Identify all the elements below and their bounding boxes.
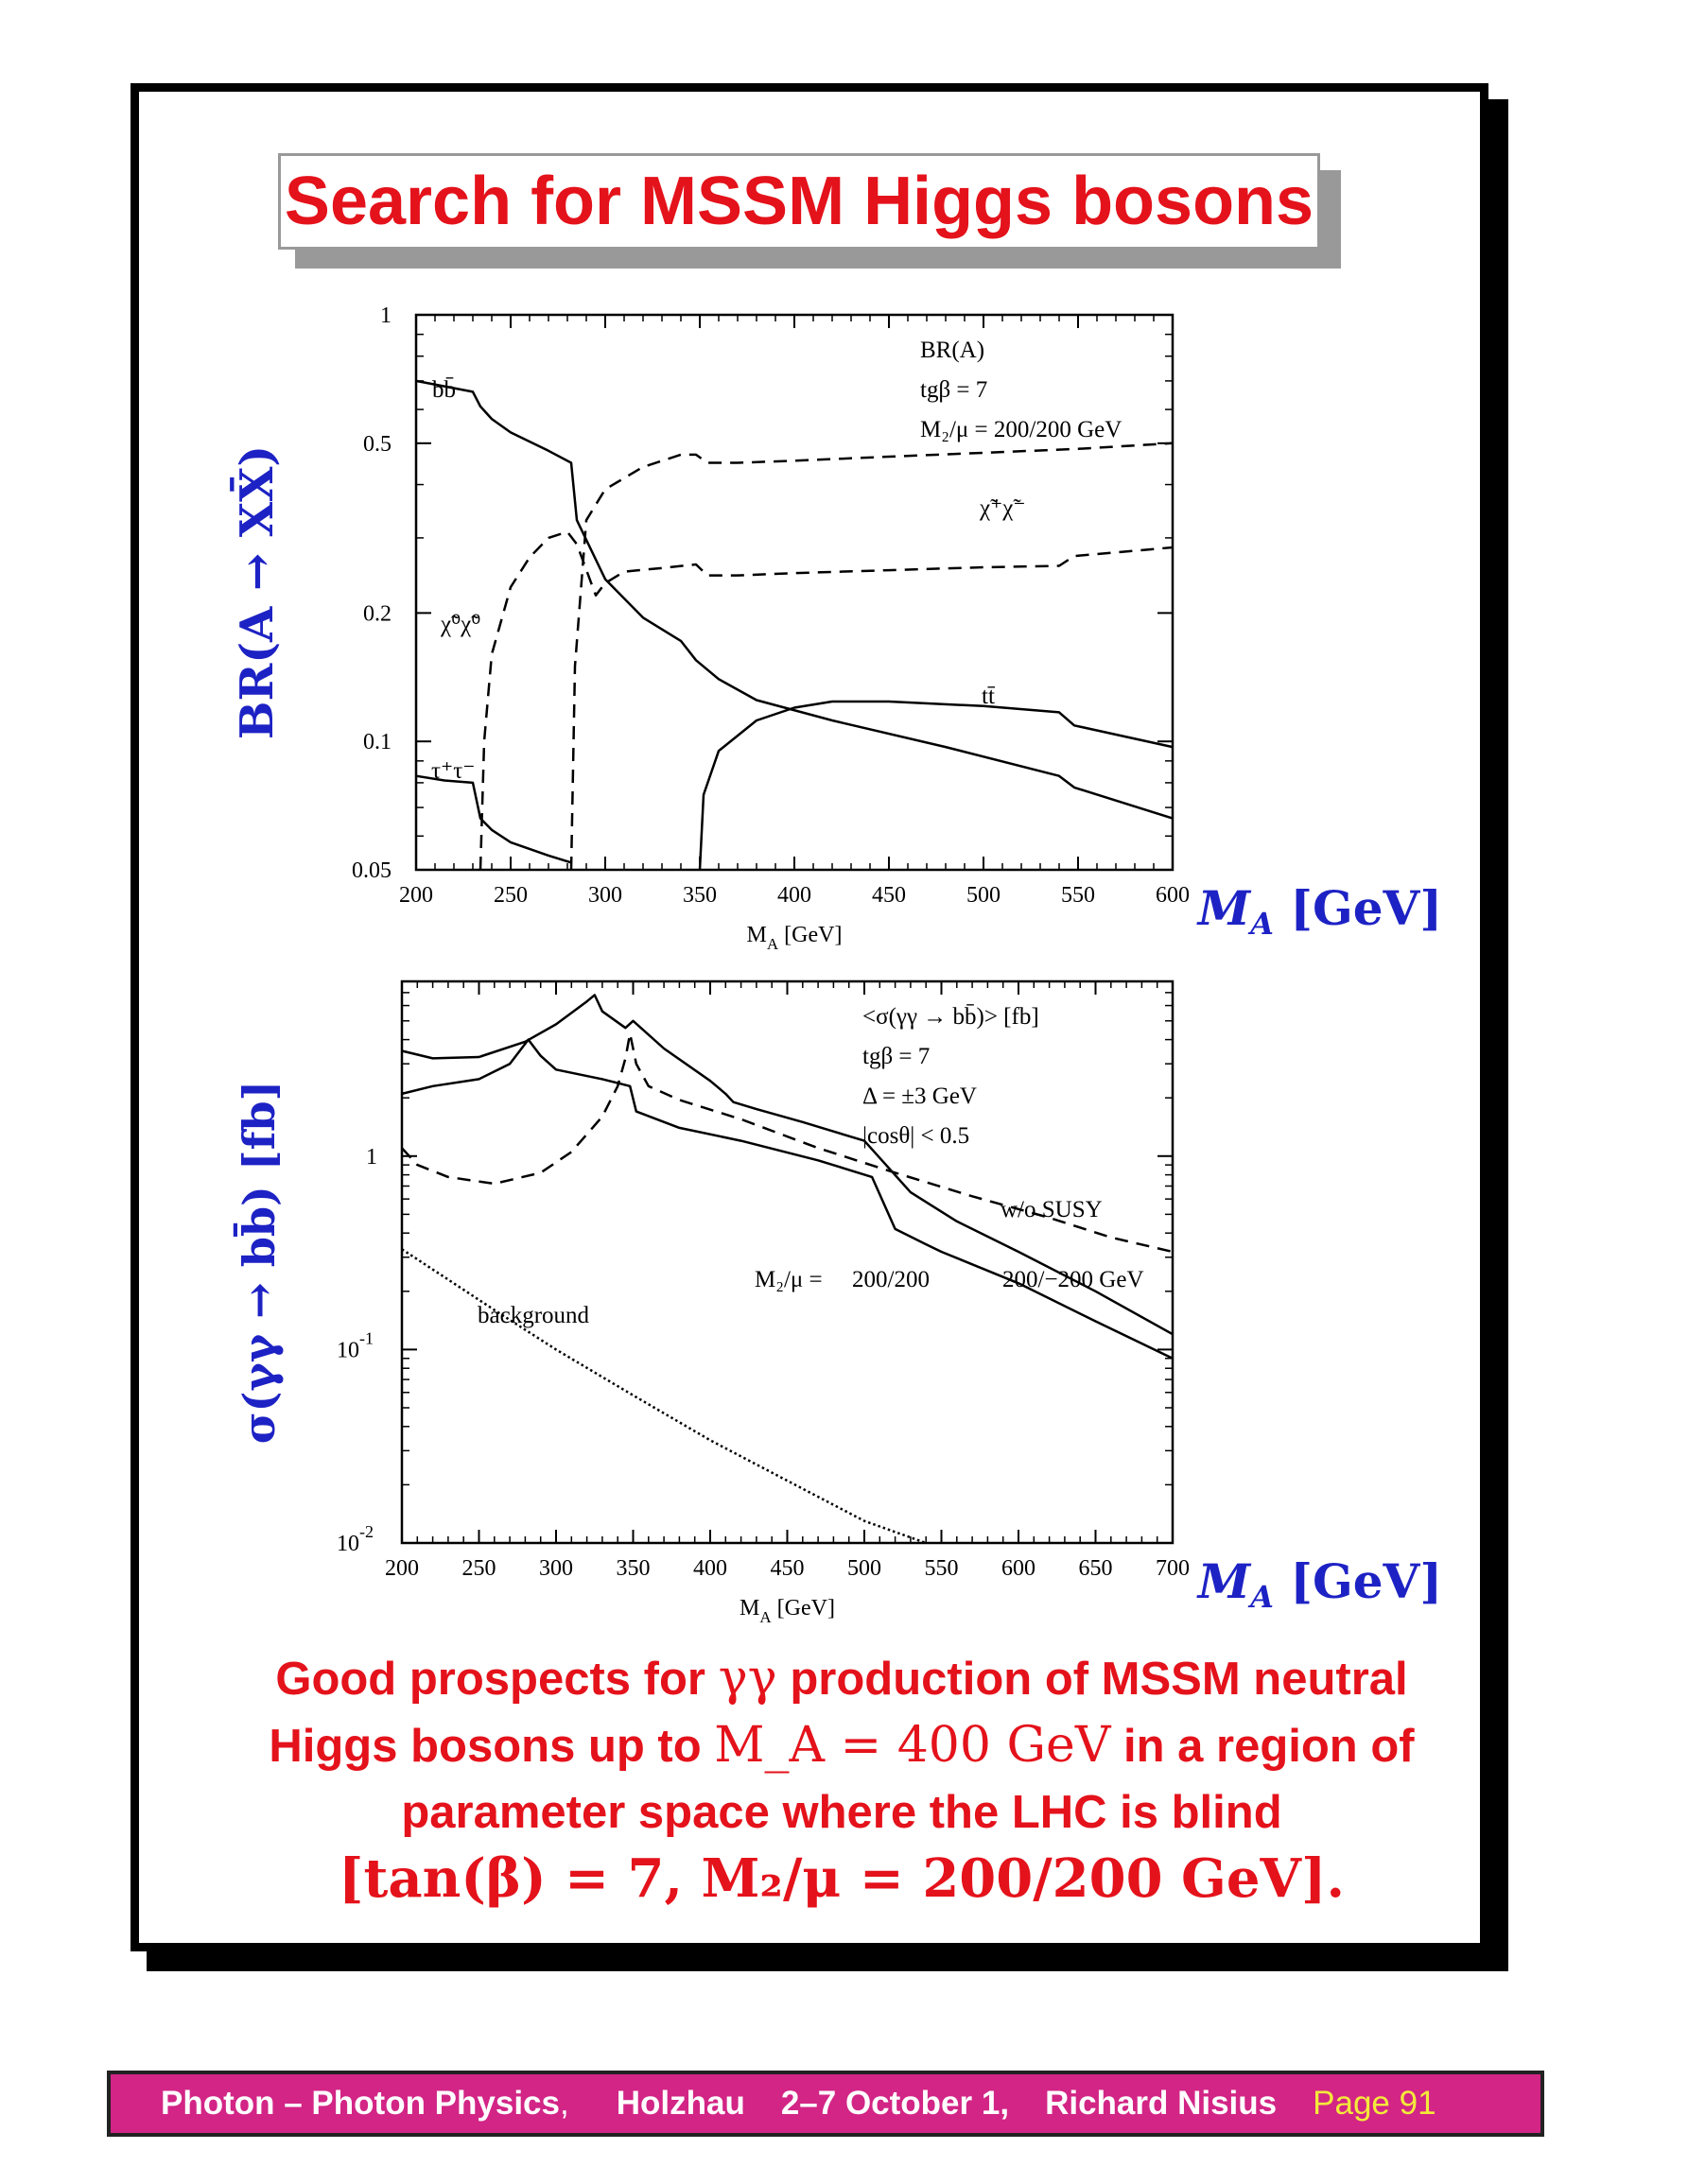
y-tick-label: 0.1 xyxy=(363,730,392,754)
x-tick-label: 250 xyxy=(462,1556,496,1581)
summary-line-1b: production of MSSM neutral xyxy=(776,1654,1408,1705)
slide-frame xyxy=(131,83,1488,1951)
legend-line-2-1: tgβ = 7 xyxy=(862,1044,930,1069)
x-tick-label: 350 xyxy=(683,883,717,908)
x-axis-label-large: MA [GeV] xyxy=(1196,880,1442,942)
x-axis-label: MA [GeV] xyxy=(747,923,843,953)
series-label-tautau: τ⁺τ⁻ xyxy=(431,758,475,784)
series-label-wo-susy: w/o SUSY xyxy=(1001,1197,1103,1222)
annotation-left: 200/200 xyxy=(852,1267,930,1292)
x-axis-label: MA [GeV] xyxy=(740,1596,835,1626)
annotation-right: 200/−200 GeV xyxy=(1002,1267,1144,1292)
x-tick-label: 300 xyxy=(539,1556,573,1581)
annotation-ratio: M₂/μ = xyxy=(755,1267,823,1292)
series-line-2-0 xyxy=(401,1031,1174,1254)
x-tick-label: 350 xyxy=(617,1556,651,1581)
cross-section-chart: 200 250 300 350 400 450 500 550 600 650 700 1 10-1 10… xyxy=(233,979,1442,1626)
x-tick-label: 500 xyxy=(847,1556,881,1581)
legend-line-1-2: M₂/μ = 200/200 GeV xyxy=(920,417,1122,442)
series-line-1-4 xyxy=(569,442,1174,871)
summary-line-2a: Higgs bosons up to xyxy=(269,1721,715,1772)
footer-location: Holzhau xyxy=(616,2085,745,2122)
legend-line-2-3: |cosθ| < 0.5 xyxy=(862,1123,969,1149)
x-tick-label: 400 xyxy=(777,883,811,908)
x-tick-label: 200 xyxy=(385,1556,419,1581)
y-tick-label: 0.5 xyxy=(363,432,392,457)
x-tick-label: 450 xyxy=(771,1556,805,1581)
x-tick-label: 550 xyxy=(925,1556,959,1581)
x-tick-label: 700 xyxy=(1156,1556,1190,1581)
summary-line-1a: Good prospects for xyxy=(275,1654,719,1705)
legend-line-2-0: <σ(γγ → bb̄)> [fb] xyxy=(862,1003,1039,1030)
y-axis-label: σ(γγ → bb̄) [fb] xyxy=(233,1081,285,1445)
series-label-tt: tt̄ xyxy=(982,684,995,709)
series-line-1-0 xyxy=(415,379,1174,820)
summary-math-gammagamma: γγ xyxy=(718,1650,777,1707)
footer-sep: , xyxy=(559,2085,569,2122)
footer-bar: Photon – Photon Physics, Holzhau 2–7 Oct… xyxy=(107,2071,1544,2137)
series-line-1-1 xyxy=(415,774,572,864)
series-line-2-1 xyxy=(401,994,1174,1336)
footer-author: Richard Nisius xyxy=(1045,2085,1278,2122)
branching-ratio-chart: 200 250 300 350 400 450 500 550 600 1 0.5 0.2 0.1 0.0… xyxy=(229,303,1442,953)
summary-line-2b: in a region of xyxy=(1110,1721,1415,1772)
y-tick-label: 0.2 xyxy=(363,601,392,626)
series-line-2-3 xyxy=(401,1248,927,1545)
x-tick-label: 550 xyxy=(1061,883,1095,908)
x-tick-label: 250 xyxy=(494,883,528,908)
y-tick-label: 1 xyxy=(380,303,392,328)
x-tick-label: 400 xyxy=(693,1556,727,1581)
x-tick-label: 200 xyxy=(399,883,433,908)
series-line-1-2 xyxy=(698,700,1174,871)
legend-line-2-2: Δ = ±3 GeV xyxy=(862,1083,977,1109)
y-tick-label: 10-2 xyxy=(337,1522,374,1556)
x-tick-label: 300 xyxy=(588,883,622,908)
footer-date: 2–7 October 1, xyxy=(780,2085,1010,2122)
series-label-background: background xyxy=(478,1303,590,1328)
legend-line-1-1: tgβ = 7 xyxy=(920,377,987,403)
x-tick-label: 600 xyxy=(1156,883,1190,908)
y-axis-label: BR(A → XX̄) xyxy=(229,445,284,739)
x-axis-label-large: MA [GeV] xyxy=(1196,1553,1442,1615)
series-line-1-3 xyxy=(479,530,1174,871)
series-line-2-2 xyxy=(401,1038,1174,1360)
x-tick-label: 650 xyxy=(1079,1556,1113,1581)
plot-frame-2 xyxy=(400,979,1175,1545)
footer-title: Photon – Photon Physics xyxy=(161,2085,560,2122)
footer-page: Page 91 xyxy=(1313,2085,1436,2122)
series-label-chargino: χ̃⁺χ̃⁻ xyxy=(979,495,1026,521)
x-tick-label: 450 xyxy=(872,883,906,908)
x-tick-label: 500 xyxy=(966,883,1001,908)
y-tick-label: 0.05 xyxy=(352,858,392,883)
series-label-bb: bb̄ xyxy=(432,376,456,403)
y-tick-label: 10-1 xyxy=(337,1328,374,1362)
y-tick-label: 1 xyxy=(366,1145,377,1170)
summary-math-ma: M_A = 400 GeV xyxy=(714,1717,1111,1774)
summary-line-3: parameter space where the LHC is blind xyxy=(401,1787,1282,1838)
summary-line-2: Higgs bosons up to M_A = 400 GeV in a re… xyxy=(189,1712,1494,1779)
summary-line-1: Good prospects for γγ production of MSSM… xyxy=(189,1645,1494,1712)
title-box: Search for MSSM Higgs bosons xyxy=(278,153,1320,250)
slide-title: Search for MSSM Higgs bosons xyxy=(284,164,1314,239)
summary-text: Good prospects for γγ production of MSSM… xyxy=(189,1645,1494,1912)
legend-line-1-0: BR(A) xyxy=(920,338,984,363)
series-label-neutralino: χ̃⁰χ̃⁰ xyxy=(440,612,480,637)
x-tick-label: 600 xyxy=(1001,1556,1035,1581)
summary-line-4: [tan(β) = 7, M₂/μ = 200/200 GeV]. xyxy=(339,1847,1345,1910)
